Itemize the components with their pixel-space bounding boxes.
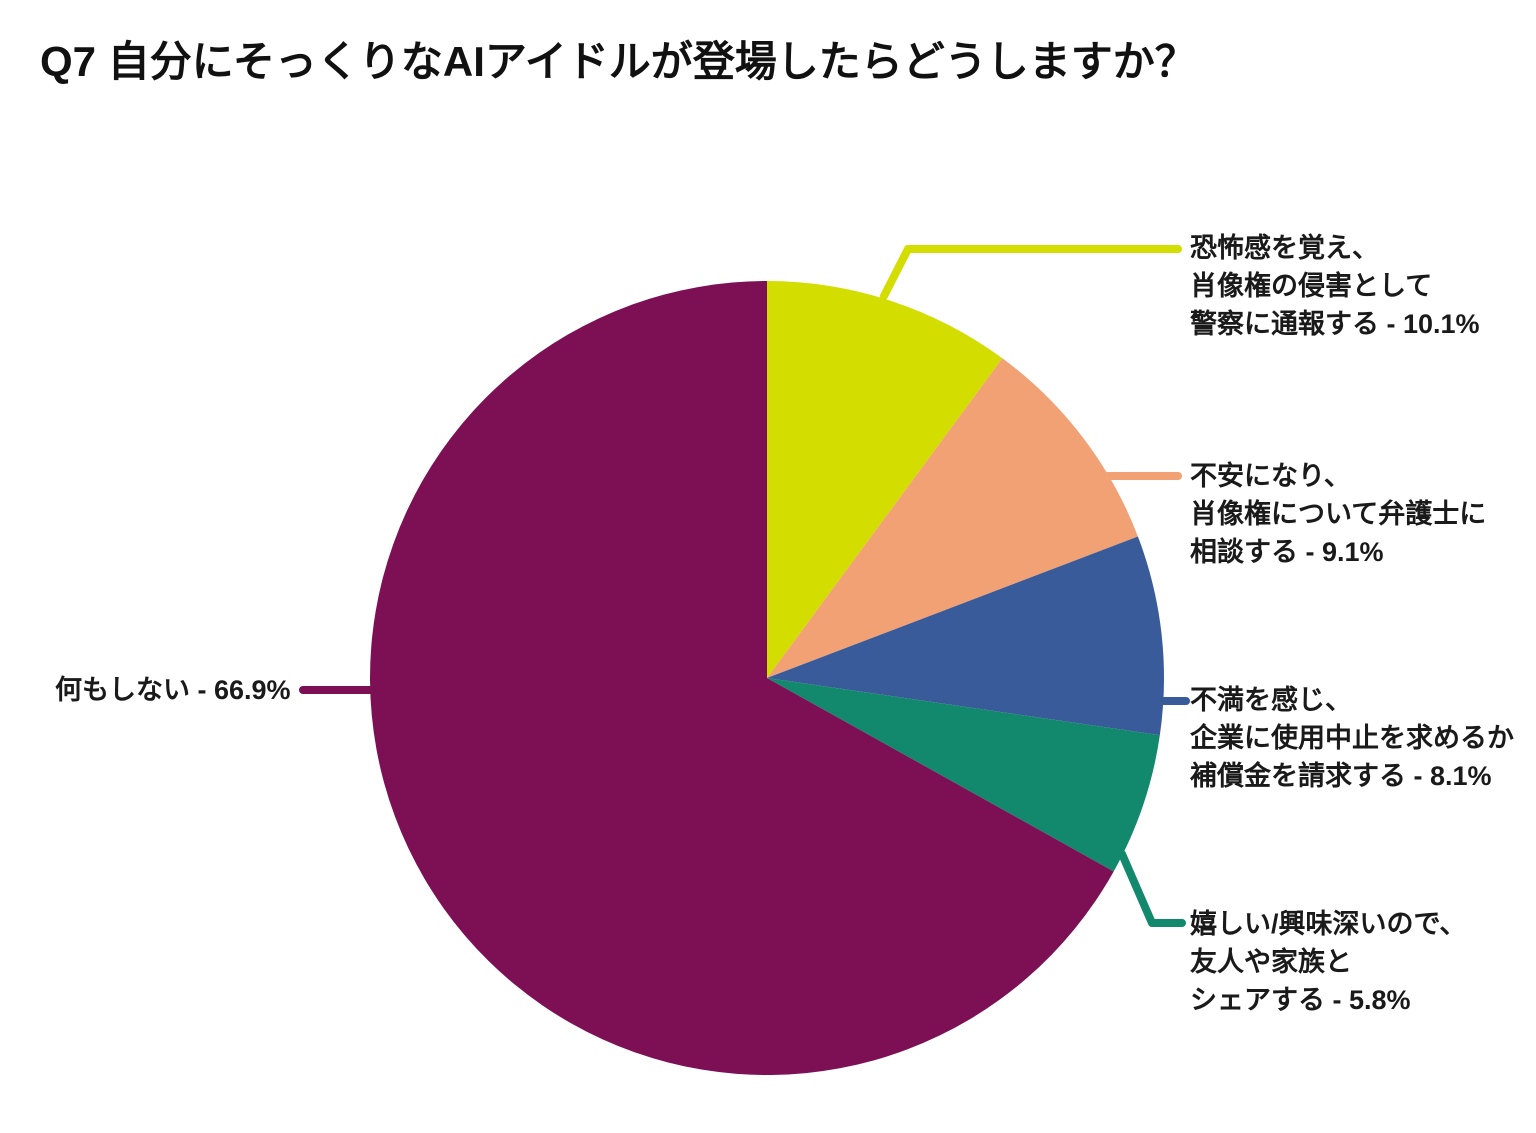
pie-slice-4 xyxy=(370,281,1114,1075)
slice-label-line: 肖像権について弁護士に xyxy=(1190,499,1487,529)
pie-slice-0 xyxy=(767,281,1003,678)
slice-label-line: 嬉しい/興味深いので、 xyxy=(1190,909,1467,939)
slice-label-line: 恐怖感を覚え、 xyxy=(1190,233,1379,263)
slice-label-do-nothing: 何もしない - 66.9% xyxy=(55,671,291,709)
leader-line-0 xyxy=(880,245,1182,300)
slice-label-line: シェアする - 5.8% xyxy=(1190,985,1411,1015)
slice-label-line: 不安になり、 xyxy=(1190,461,1351,491)
leader-line-3 xyxy=(1118,850,1186,927)
slice-label-line: 補償金を請求する - 8.1% xyxy=(1190,761,1492,791)
slice-label-line: 相談する - 9.1% xyxy=(1190,537,1384,567)
slice-label-line: 不満を感じ、 xyxy=(1190,685,1352,715)
chart-title: Q7 自分にそっくりなAIアイドルが登場したらどうしますか？ xyxy=(40,38,1197,85)
slice-label-line: 肖像権の侵害として xyxy=(1190,271,1433,301)
slice-label-line: 何もしない - 66.9% xyxy=(55,675,291,705)
slice-label-report-to-police: 恐怖感を覚え、 肖像権の侵害として 警察に通報する - 10.1% xyxy=(1190,229,1480,343)
slice-label-line: 企業に使用中止を求めるか xyxy=(1190,723,1514,753)
pie-slice-3 xyxy=(767,678,1160,872)
pie-slice-1 xyxy=(767,358,1138,678)
slice-label-consult-lawyer: 不安になり、 肖像権について弁護士に 相談する - 9.1% xyxy=(1190,457,1486,571)
slice-label-share-with-friends: 嬉しい/興味深いので、 友人や家族と シェアする - 5.8% xyxy=(1190,905,1466,1019)
slice-label-demand-compensation: 不満を感じ、 企業に使用中止を求めるか 補償金を請求する - 8.1% xyxy=(1190,681,1514,795)
pie-slice-2 xyxy=(767,536,1164,736)
slice-label-line: 警察に通報する - 10.1% xyxy=(1190,309,1480,339)
slice-label-line: 友人や家族と xyxy=(1190,947,1352,977)
